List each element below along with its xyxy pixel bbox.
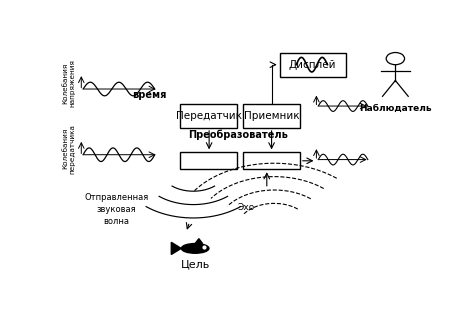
Text: Колебания
передатчика: Колебания передатчика bbox=[62, 124, 75, 173]
Text: время: время bbox=[132, 90, 166, 100]
Text: Преобразователь: Преобразователь bbox=[189, 130, 289, 141]
Text: Передатчик: Передатчик bbox=[176, 111, 242, 121]
Polygon shape bbox=[195, 239, 202, 244]
Text: Приемник: Приемник bbox=[244, 111, 299, 121]
Text: Дисплей: Дисплей bbox=[289, 60, 337, 70]
Polygon shape bbox=[171, 242, 181, 254]
Ellipse shape bbox=[182, 244, 209, 253]
Text: Наблюдатель: Наблюдатель bbox=[359, 104, 432, 113]
Bar bbox=[243, 152, 300, 169]
Text: Эхо: Эхо bbox=[238, 203, 255, 211]
Bar bbox=[280, 52, 346, 77]
Bar bbox=[243, 104, 300, 128]
Bar bbox=[181, 104, 237, 128]
Text: Цель: Цель bbox=[181, 260, 210, 270]
Text: Отправленная
звуковая
волна: Отправленная звуковая волна bbox=[84, 193, 148, 226]
Text: Колебания
напряжения: Колебания напряжения bbox=[62, 59, 75, 107]
Bar bbox=[181, 152, 237, 169]
